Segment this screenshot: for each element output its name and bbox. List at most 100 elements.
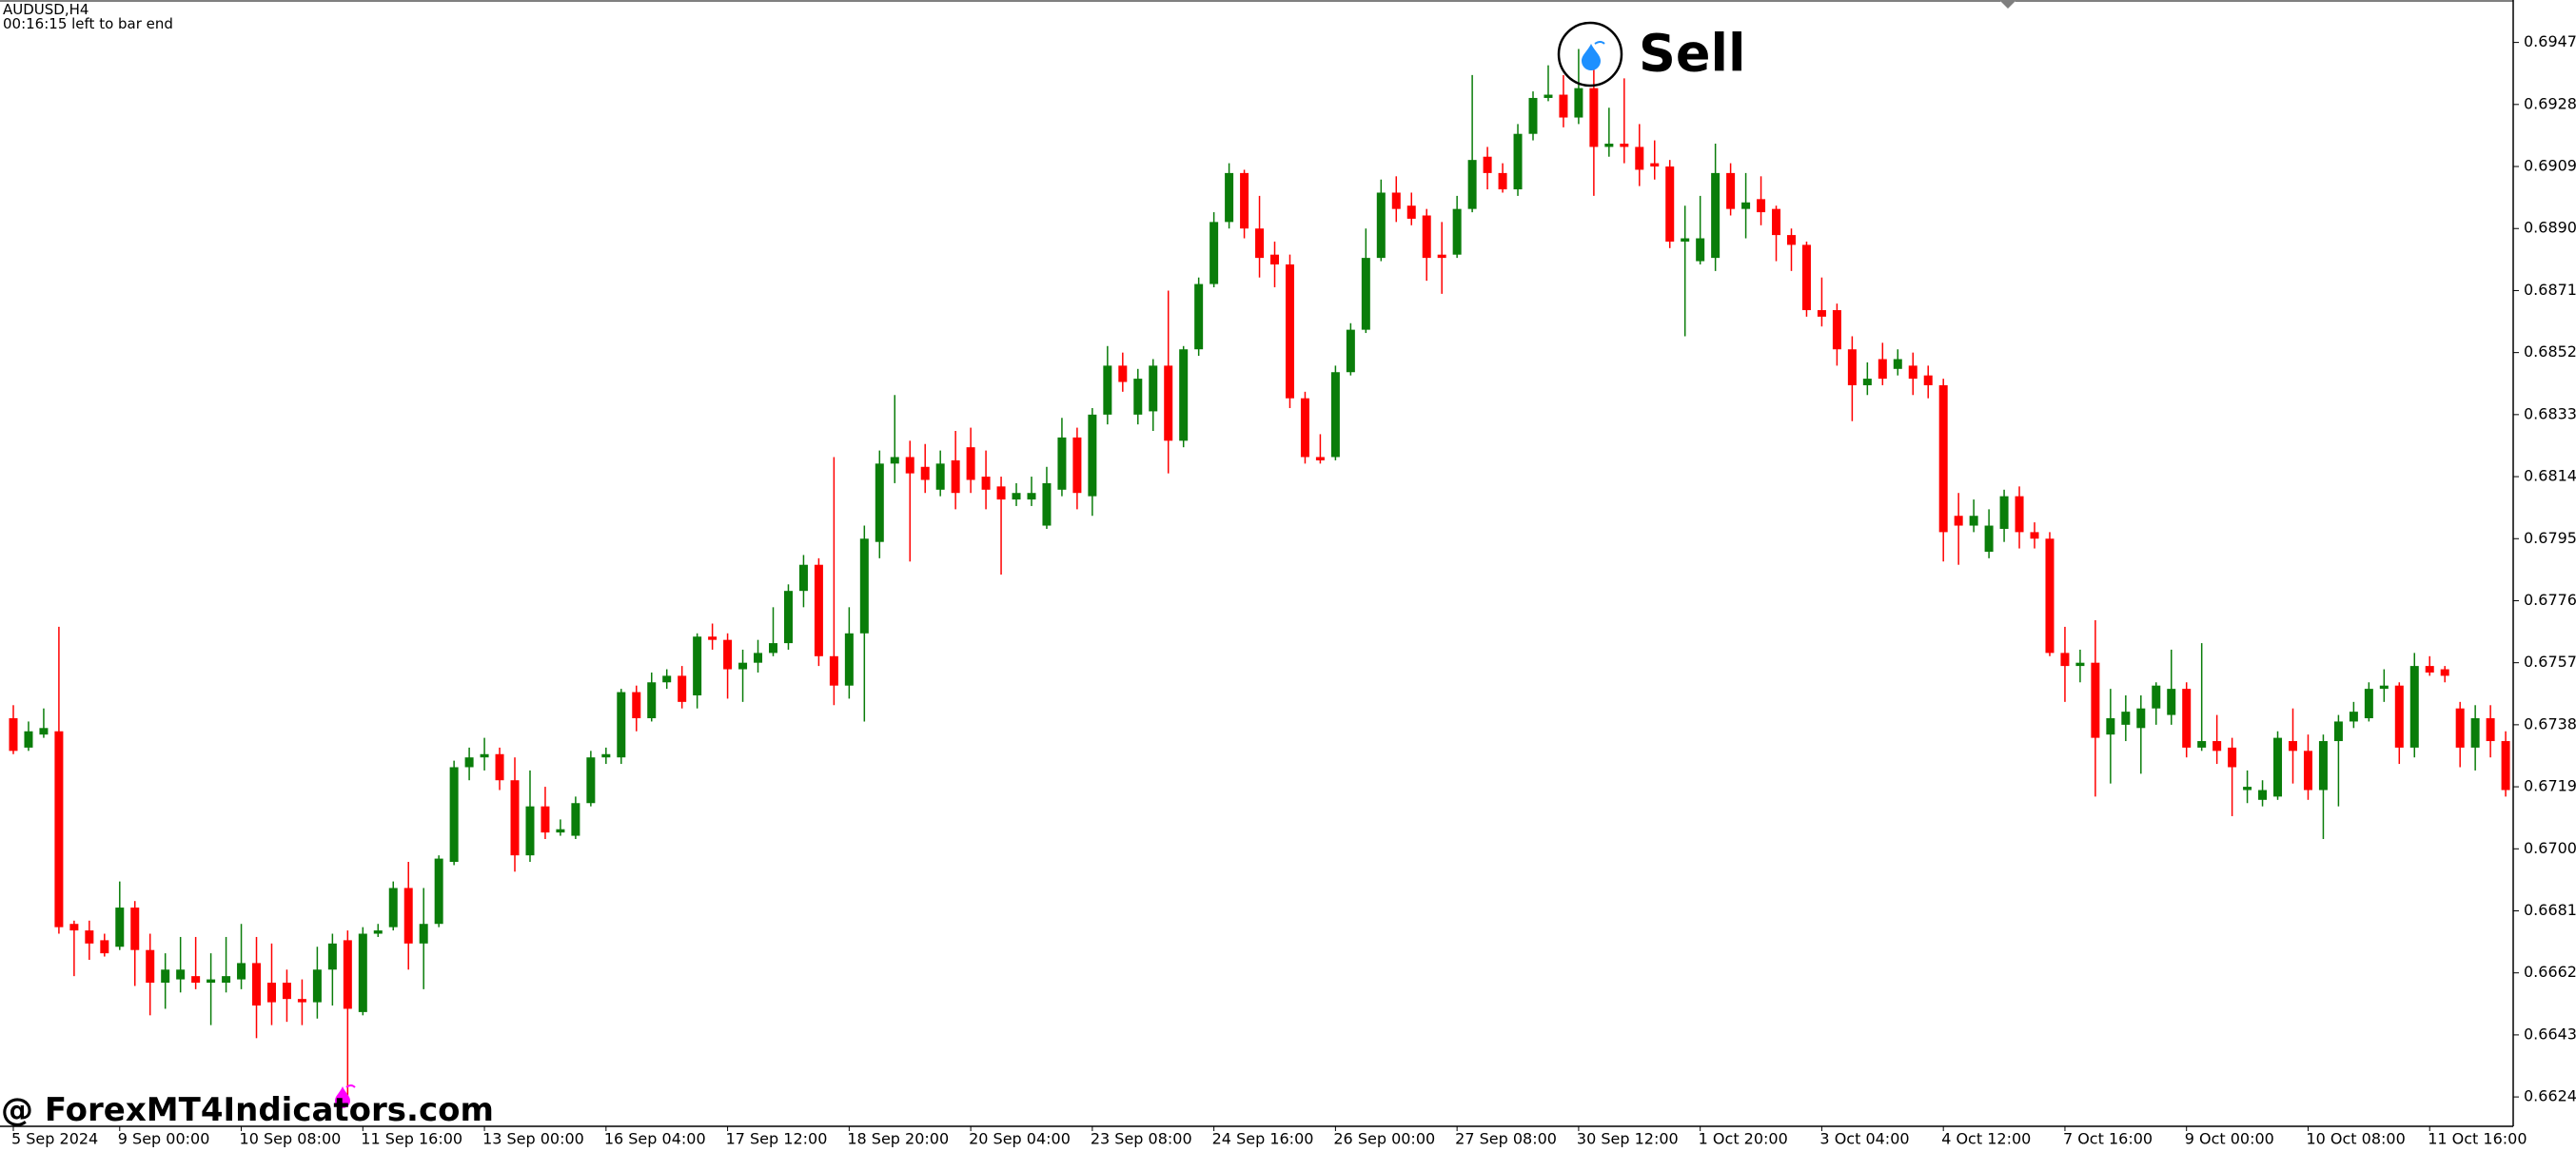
x-tick-label: 10 Sep 08:00 <box>240 1130 342 1148</box>
candle-body <box>1391 192 1401 209</box>
candle-body <box>510 780 520 856</box>
candle-body <box>2045 538 2055 654</box>
x-tick-label: 11 Oct 16:00 <box>2428 1130 2527 1148</box>
candle-body <box>2106 718 2115 735</box>
x-tick-label: 17 Sep 12:00 <box>726 1130 828 1148</box>
candle-body <box>754 653 763 663</box>
candle-body <box>1681 238 1690 242</box>
chart-shift-marker <box>2000 1 2016 9</box>
sell-arrow-tail <box>1594 41 1605 45</box>
buy-arrow-tail <box>345 1084 356 1088</box>
candle-body <box>1604 144 1614 147</box>
candle-body <box>556 829 565 833</box>
candle-body <box>1270 254 1280 264</box>
candle-body <box>1072 437 1082 494</box>
candle-body <box>1376 192 1386 259</box>
x-tick-label: 4 Oct 12:00 <box>1941 1130 2031 1148</box>
candle-body <box>1711 172 1721 259</box>
candle-body <box>2212 741 2222 752</box>
candle-body <box>2060 653 2070 667</box>
candle-body <box>191 976 201 983</box>
candle-body <box>2318 741 2328 791</box>
candle-body <box>2455 708 2465 748</box>
candle-body <box>1118 365 1128 382</box>
candle-body <box>1923 375 1933 385</box>
candle-body <box>2303 751 2312 791</box>
candle-body <box>1103 365 1112 415</box>
x-tick-label: 26 Sep 00:00 <box>1333 1130 1435 1148</box>
sell-arrow-icon <box>1582 44 1601 70</box>
candle-body <box>2425 666 2434 673</box>
candle-body <box>237 963 246 980</box>
candle-body <box>1285 264 1294 399</box>
candle-body <box>996 486 1006 500</box>
candle-body <box>586 757 596 804</box>
plot-area <box>9 49 2510 1098</box>
candle-body <box>1057 437 1067 490</box>
x-tick-label: 9 Sep 00:00 <box>118 1130 210 1148</box>
candle-body <box>875 463 884 542</box>
candle-body <box>2121 712 2131 725</box>
candle-body <box>1862 379 1872 385</box>
candle-body <box>2015 496 2024 533</box>
x-tick-label: 27 Sep 08:00 <box>1455 1130 1557 1148</box>
candle-body <box>2136 708 2146 729</box>
candle-body <box>1878 359 1887 380</box>
candle-body <box>495 753 504 781</box>
candle-body <box>2501 741 2510 791</box>
candle-body <box>1437 254 1446 259</box>
candle-body <box>905 457 914 474</box>
candle-body <box>327 943 337 970</box>
candle-body <box>2228 747 2237 768</box>
candle-body <box>1164 365 1173 441</box>
candle-body <box>783 591 793 644</box>
x-tick-label: 3 Oct 04:00 <box>1819 1130 1909 1148</box>
candle-body <box>1012 493 1021 500</box>
candle-body <box>2440 669 2449 676</box>
candle-body <box>1696 238 1705 262</box>
candle-body <box>2091 662 2100 738</box>
x-tick-label: 1 Oct 20:00 <box>1699 1130 1788 1148</box>
candle-body <box>1650 163 1660 167</box>
candle-body <box>601 753 611 758</box>
candle-body <box>1042 482 1052 526</box>
candle-body <box>632 692 641 719</box>
candle-body <box>312 969 322 1003</box>
candle-body <box>1772 208 1781 236</box>
candle-body <box>9 718 18 752</box>
candle-body <box>2470 718 2480 748</box>
candle-body <box>403 888 413 944</box>
candle-body <box>176 969 186 980</box>
candle-body <box>1179 349 1189 441</box>
candle-body <box>966 447 975 480</box>
candle-body <box>1635 146 1644 170</box>
candle-body <box>100 940 109 954</box>
x-tick-label: 9 Oct 00:00 <box>2185 1130 2274 1148</box>
signal-label: Sell <box>1639 24 1746 84</box>
buy-arrow-icon <box>335 1086 350 1108</box>
candle-body <box>24 731 33 748</box>
candle-body <box>1361 258 1370 330</box>
candle-body <box>2379 685 2389 690</box>
candle-body <box>266 982 276 1003</box>
candle-body <box>222 976 231 983</box>
x-tick-label: 18 Sep 20:00 <box>847 1130 949 1148</box>
candle-body <box>297 999 306 1003</box>
candle-body <box>617 692 626 758</box>
timer-label: 00:16:15 left to bar end <box>3 15 173 32</box>
candle-body <box>1589 88 1599 147</box>
candle-body <box>115 908 125 947</box>
candle-body <box>1726 172 1736 209</box>
candle-body <box>1893 359 1902 369</box>
candle-body <box>708 636 718 640</box>
candle-body <box>647 682 657 719</box>
